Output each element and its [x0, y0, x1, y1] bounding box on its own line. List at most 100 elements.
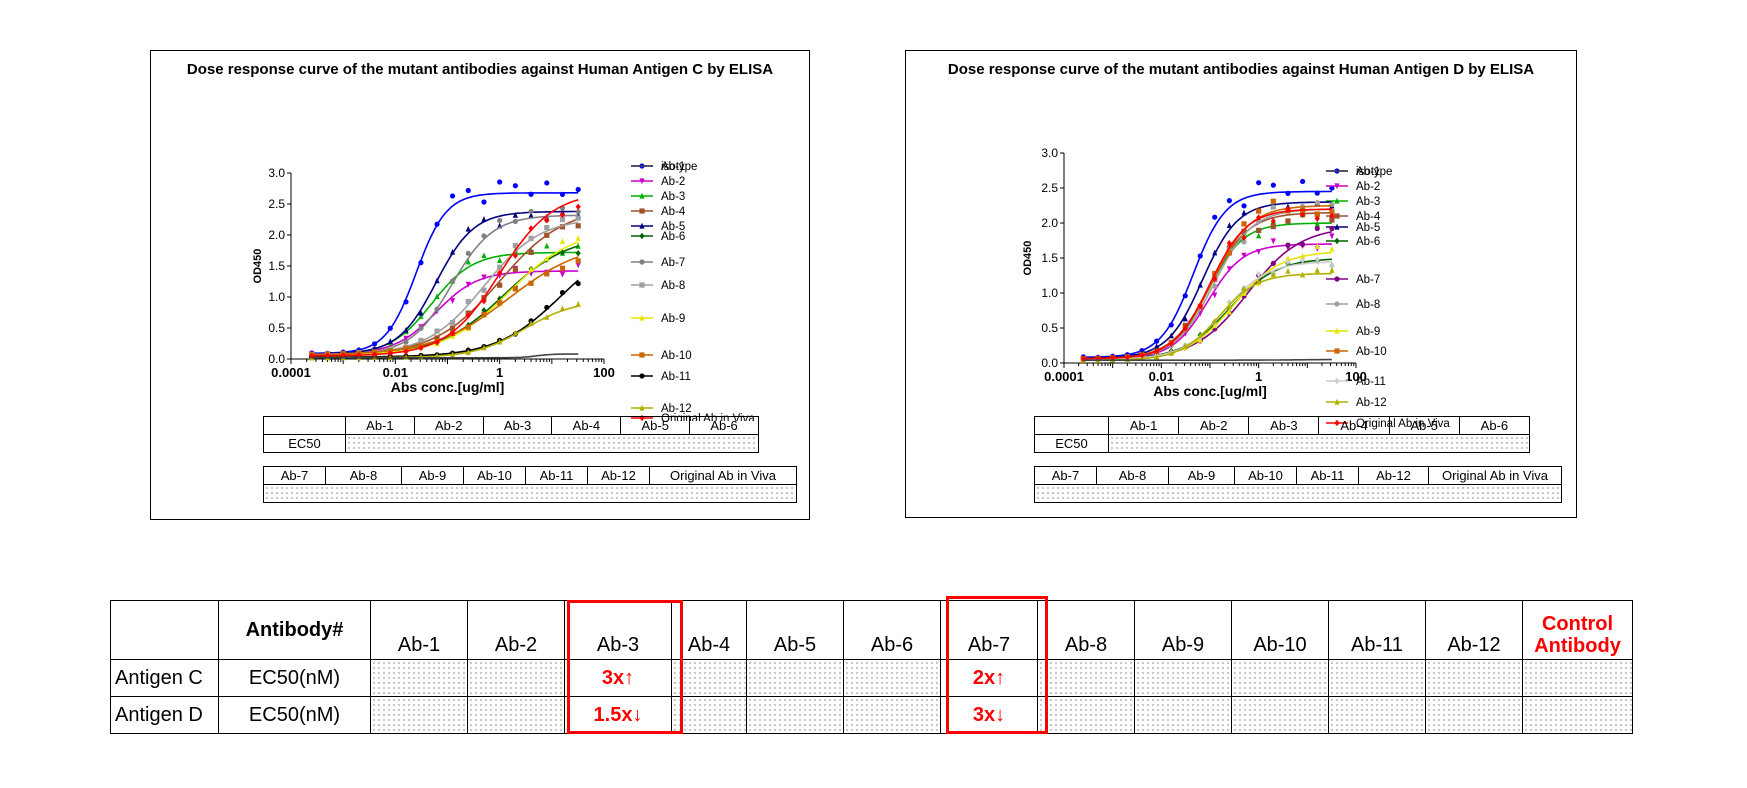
legend-label: Ab-9 [1356, 326, 1380, 338]
data-point [481, 233, 487, 239]
column-header-ab-9: Ab-9 [1134, 600, 1232, 660]
legend-label: Ab-7 [1356, 274, 1380, 286]
control-label-line2: Antibody [1534, 635, 1621, 657]
ec50-header: Ab-7 [263, 466, 326, 485]
data-point [544, 255, 550, 262]
dose-response-chart-antigen-d: 0.0 0.5 1.0 1.5 2.0 2.5 3.0 0.0001 0.01 1 100 Abs c… [1022, 146, 1450, 430]
data-point [403, 299, 409, 305]
series-ab-7 [1080, 225, 1335, 362]
data-point [1314, 200, 1320, 206]
antibody-header: Antibody# [218, 600, 371, 660]
data-point [1197, 302, 1203, 310]
data-point [1300, 257, 1306, 264]
data-point [449, 248, 456, 255]
ec50-header: Ab-10 [1234, 466, 1297, 485]
data-point [434, 277, 440, 284]
data-point [497, 264, 503, 270]
ec50-header: Ab-6 [1458, 416, 1531, 435]
data-point [559, 249, 566, 256]
redacted-cell [843, 696, 941, 734]
data-point [1270, 238, 1276, 245]
fit-curve [311, 245, 579, 356]
legend-label: Ab-9 [661, 313, 685, 325]
data-point [1168, 332, 1174, 339]
legend-marker [639, 178, 645, 185]
legend-label: Ab-2 [661, 176, 685, 188]
data-point [497, 179, 503, 185]
data-point [1182, 315, 1188, 322]
x-tick-label: 0.01 [1149, 369, 1174, 384]
data-point [1139, 352, 1145, 359]
x-tick-label: 1 [1255, 369, 1262, 384]
data-point [1270, 204, 1276, 210]
data-point [1256, 249, 1262, 255]
ec50-header: Ab-12 [1358, 466, 1429, 485]
ec50-value-redacted [1034, 484, 1562, 503]
data-point [575, 235, 581, 241]
data-point [1168, 322, 1174, 328]
ec50-table-row2: Ab-7 Ab-8 Ab-9 Ab-10 Ab-11 Ab-12 Origina… [1034, 466, 1562, 503]
data-point [1256, 270, 1262, 278]
legend-marker [1334, 398, 1340, 405]
y-tick-label: 3.0 [268, 166, 285, 180]
data-point [559, 224, 566, 230]
redacted-cell [1522, 659, 1633, 697]
ec50-header: Ab-3 [482, 416, 553, 435]
data-point [528, 266, 534, 272]
legend-marker [1334, 348, 1340, 354]
data-point [1197, 281, 1203, 288]
data-point [512, 242, 518, 249]
data-point [544, 242, 550, 249]
legend-label: Ab-12 [661, 403, 692, 415]
antigen-label: Antigen C [110, 659, 219, 697]
data-point [1329, 267, 1335, 273]
ec50-header-blank [263, 416, 346, 435]
data-point [1212, 214, 1218, 220]
ec50-header: Ab-10 [463, 466, 526, 485]
data-point [1270, 217, 1276, 225]
data-point [544, 224, 550, 231]
data-point [1314, 220, 1320, 227]
legend-marker [639, 282, 645, 288]
data-point [465, 349, 471, 355]
series-ab-2 [1080, 233, 1335, 362]
data-point [544, 271, 550, 277]
data-point [512, 183, 518, 189]
redacted-cell [746, 696, 844, 734]
fit-curve [1083, 261, 1332, 361]
column-header-ab-7: Ab-7 [940, 600, 1038, 660]
data-point [465, 225, 471, 232]
dose-response-chart-antigen-c: 0.0 0.5 1.0 1.5 2.0 2.5 3.0 0.0001 0.01 1 100 Abs c… [252, 161, 755, 421]
legend-marker [1334, 237, 1340, 245]
data-point [1314, 190, 1320, 196]
column-header-ab-2: Ab-2 [467, 600, 565, 660]
ec50-header: Ab-2 [413, 416, 484, 435]
data-point [575, 223, 581, 229]
data-point [1226, 222, 1232, 229]
y-tick-label: 0.5 [1041, 321, 1058, 335]
data-point [544, 180, 550, 186]
data-point [1314, 211, 1320, 217]
fit-curve [311, 270, 579, 355]
data-point [559, 211, 566, 219]
series-ab-10 [1080, 198, 1335, 362]
data-point [1314, 225, 1320, 232]
data-point [434, 339, 440, 346]
legend-label: Ab-11 [1356, 376, 1386, 388]
ec50-header: Ab-5 [620, 416, 691, 435]
data-point [1285, 267, 1291, 274]
series-ab-5 [309, 209, 581, 357]
fit-curve [1083, 272, 1332, 361]
legend-marker [639, 222, 645, 229]
data-point [512, 218, 518, 224]
ec50-header: Original Ab in Viva [1428, 466, 1562, 485]
data-point [1095, 355, 1101, 362]
data-point [403, 339, 409, 345]
ec50-value-redacted [345, 434, 759, 453]
data-point [1226, 302, 1232, 309]
data-point [575, 186, 581, 193]
data-point [1226, 239, 1232, 247]
data-point [1329, 263, 1335, 270]
series-isotype [1083, 358, 1332, 361]
data-point [528, 191, 534, 197]
